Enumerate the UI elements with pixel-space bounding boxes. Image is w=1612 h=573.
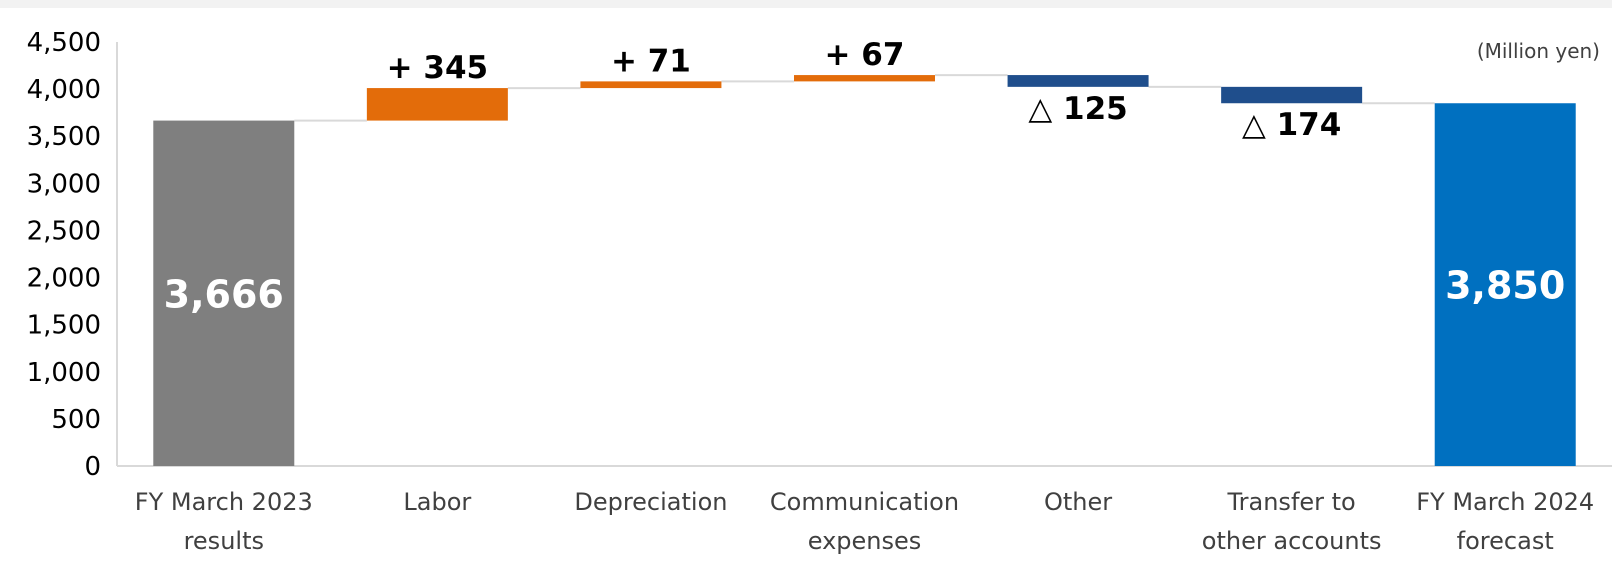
y-tick-label: 3,000 [27,169,101,199]
decrease-bar [1007,75,1149,87]
category-label: Communication [770,488,959,516]
category-label: results [184,527,264,555]
y-tick-label: 4,000 [27,75,101,105]
total-bar [153,120,295,467]
y-tick-label: 2,000 [27,264,101,294]
data-label: 3,666 [164,272,284,316]
increase-bar [366,88,508,121]
category-label: other accounts [1202,527,1382,555]
y-tick-label: 500 [51,405,101,435]
data-labels: 3,666 + 345 + 71 + 67 △ 125 △ 174 3,850 [164,37,1566,316]
axes: 0 500 1,000 1,500 2,000 2,500 3,000 3,500 4,000 4… [27,28,1612,482]
data-label: + 67 [825,37,905,73]
category-label: Transfer to [1227,488,1356,516]
data-label: + 71 [611,43,691,79]
unit-note: (Million yen) [1477,39,1600,63]
data-label: △ 125 [1028,91,1127,127]
category-label: expenses [808,527,922,555]
category-labels: FY March 2023 results Labor Depreciation Com… [135,488,1594,555]
y-tick-label: 0 [84,452,101,482]
data-label: 3,850 [1445,264,1565,308]
category-label: FY March 2023 [135,488,313,516]
bars [153,75,1576,467]
total-bar [1434,103,1576,466]
y-tick-label: 1,000 [27,358,101,388]
y-tick-label: 1,500 [27,311,101,341]
category-label: forecast [1457,527,1554,555]
increase-bar [794,75,935,82]
y-tick-label: 3,500 [27,122,101,152]
connector-lines [294,74,1435,122]
y-tick-label: 2,500 [27,216,101,246]
data-label: △ 174 [1242,107,1341,143]
y-tick-label: 4,500 [27,28,101,58]
increase-bar [580,81,722,89]
category-label: Other [1044,488,1112,516]
category-label: FY March 2024 [1416,488,1594,516]
category-label: Depreciation [574,488,727,516]
data-label: + 345 [387,50,488,86]
category-label: Labor [403,488,471,516]
decrease-bar [1221,86,1363,104]
